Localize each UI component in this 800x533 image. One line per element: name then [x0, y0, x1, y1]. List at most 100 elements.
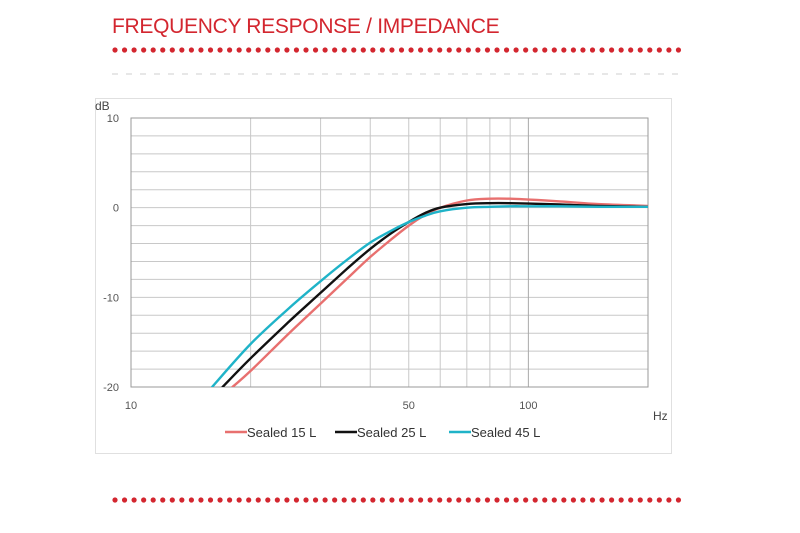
- divider-dot: [542, 47, 548, 53]
- divider-dot: [341, 47, 347, 53]
- plot-area-border: [130, 117, 649, 388]
- divider-dot: [255, 497, 261, 503]
- divider-dot: [389, 47, 395, 53]
- divider-dot: [217, 497, 223, 503]
- divider-dot: [532, 47, 538, 53]
- legend-label: Sealed 15 L: [247, 425, 316, 440]
- x-tick-label: 50: [403, 400, 415, 412]
- divider-dot: [322, 497, 328, 503]
- y-tick-label: 10: [107, 113, 119, 125]
- y-tick-label: -10: [103, 292, 119, 304]
- divider-dot: [675, 497, 682, 503]
- divider-dot: [618, 47, 624, 53]
- divider-dot: [513, 47, 519, 53]
- divider-dot: [656, 497, 662, 503]
- divider-dot: [236, 497, 242, 503]
- divider-dot: [207, 497, 214, 503]
- divider-dot: [628, 47, 634, 53]
- legend-label: Sealed 45 L: [471, 425, 540, 440]
- divider-dot: [446, 47, 452, 53]
- divider-dot: [150, 497, 156, 503]
- divider-dot: [169, 47, 175, 53]
- chart-curves: [210, 197, 648, 387]
- divider-dot: [551, 47, 557, 53]
- divider-dot: [274, 497, 280, 503]
- y-tick-label: -20: [103, 382, 119, 394]
- divider-dot: [332, 497, 338, 503]
- divider-dot: [437, 47, 443, 53]
- divider-dot: [198, 497, 204, 503]
- divider-dot: [570, 497, 576, 503]
- chart-legend: Sealed 15 L Sealed 25 L Sealed 45 L: [225, 425, 540, 440]
- divider-dot: [523, 497, 529, 503]
- divider-dot: [542, 497, 548, 503]
- divider-dot: [561, 497, 567, 503]
- dotted-divider-bottom: [112, 497, 682, 503]
- divider-dot: [418, 47, 424, 53]
- divider-dot: [503, 47, 510, 53]
- divider-dot: [246, 497, 252, 503]
- chart-grid: [130, 117, 649, 388]
- divider-dot: [484, 47, 491, 53]
- divider-dot: [637, 497, 643, 503]
- divider-dot: [198, 47, 204, 53]
- divider-dot: [475, 47, 481, 53]
- divider-dot: [169, 497, 175, 503]
- divider-dot: [351, 497, 357, 503]
- chart-frame: [95, 98, 672, 454]
- divider-dot: [389, 497, 395, 503]
- divider-dot: [265, 497, 271, 503]
- divider-dot: [227, 497, 233, 503]
- divider-dot: [675, 47, 682, 53]
- divider-dot: [246, 47, 252, 53]
- x-tick-label: 100: [519, 400, 537, 412]
- divider-dot: [647, 497, 653, 503]
- divider-dot: [160, 497, 166, 503]
- divider-dot: [303, 47, 309, 53]
- divider-dot: [503, 497, 510, 503]
- divider-dot: [494, 497, 500, 503]
- divider-dot: [494, 47, 500, 53]
- divider-dot: [628, 497, 634, 503]
- divider-dot: [312, 47, 319, 53]
- divider-dot: [456, 497, 462, 503]
- divider-dot: [656, 47, 662, 53]
- dotted-divider-top: [112, 47, 682, 53]
- x-tick-label: 10: [125, 400, 137, 412]
- divider-dot: [293, 497, 300, 503]
- divider-dot: [599, 47, 605, 53]
- chart-axes: dB Hz: [95, 99, 668, 423]
- dashed-divider: [112, 73, 684, 75]
- divider-dot: [360, 47, 366, 53]
- divider-dot: [141, 497, 147, 503]
- divider-dot: [351, 47, 357, 53]
- divider-dot: [274, 47, 280, 53]
- divider-dot: [609, 47, 615, 53]
- divider-dot: [179, 47, 185, 53]
- divider-dot: [427, 47, 433, 53]
- divider-dot: [236, 47, 242, 53]
- divider-dot: [456, 47, 462, 53]
- divider-dot: [284, 497, 290, 503]
- divider-dot: [360, 497, 366, 503]
- divider-dot: [160, 47, 166, 53]
- divider-dot: [589, 497, 596, 503]
- divider-dot: [408, 497, 414, 503]
- divider-dot: [379, 47, 385, 53]
- divider-dot: [332, 47, 338, 53]
- divider-dot: [131, 497, 137, 503]
- divider-dot: [513, 497, 519, 503]
- divider-dot: [580, 497, 586, 503]
- divider-dot: [370, 497, 376, 503]
- divider-dot: [322, 47, 328, 53]
- divider-dot: [523, 47, 529, 53]
- divider-dot: [618, 497, 624, 503]
- divider-dot: [265, 47, 271, 53]
- divider-dot: [141, 47, 147, 53]
- divider-dot: [589, 47, 596, 53]
- series-line-1: [221, 201, 648, 387]
- divider-dot: [112, 497, 118, 503]
- divider-dot: [465, 47, 471, 53]
- divider-dot: [637, 47, 643, 53]
